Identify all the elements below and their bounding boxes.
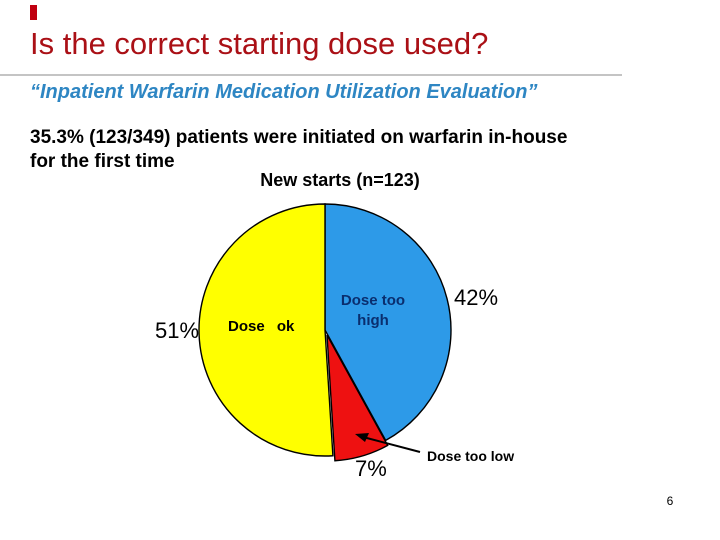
body-text: 35.3% (123/349) patients were initiated … (30, 126, 650, 174)
pie-slice (324, 203, 452, 442)
pie-chart (150, 190, 570, 480)
pie-value-dose-too-low: 7% (355, 456, 387, 481)
red-accent-bar (30, 5, 37, 20)
pie-value-dose-too-high: 42% (454, 285, 499, 310)
page-number: 6 (666, 494, 674, 508)
chart-title: New starts (n=123) (260, 170, 420, 190)
body-line-2: for the first time (30, 151, 175, 172)
title-divider-line (0, 74, 622, 76)
dose-too-low-arrow (355, 433, 421, 453)
pie-label-dose-too-low: Dose too low (427, 448, 515, 464)
pie-slice (198, 203, 334, 457)
pie-slice (326, 334, 389, 462)
pie-label-dose-ok: Dose ok (228, 318, 295, 335)
slide-subtitle: “Inpatient Warfarin Medication Utilizati… (30, 81, 538, 103)
pie-slices (198, 203, 452, 462)
pie-value-dose-ok: 51% (155, 318, 200, 343)
pie-chart-svg (198, 203, 452, 462)
pie-label-dose-too-high: Dose too high (340, 292, 406, 329)
slide-title: Is the correct starting dose used? (30, 26, 489, 61)
body-line-1: 35.3% (123/349) patients were initiated … (30, 127, 568, 148)
